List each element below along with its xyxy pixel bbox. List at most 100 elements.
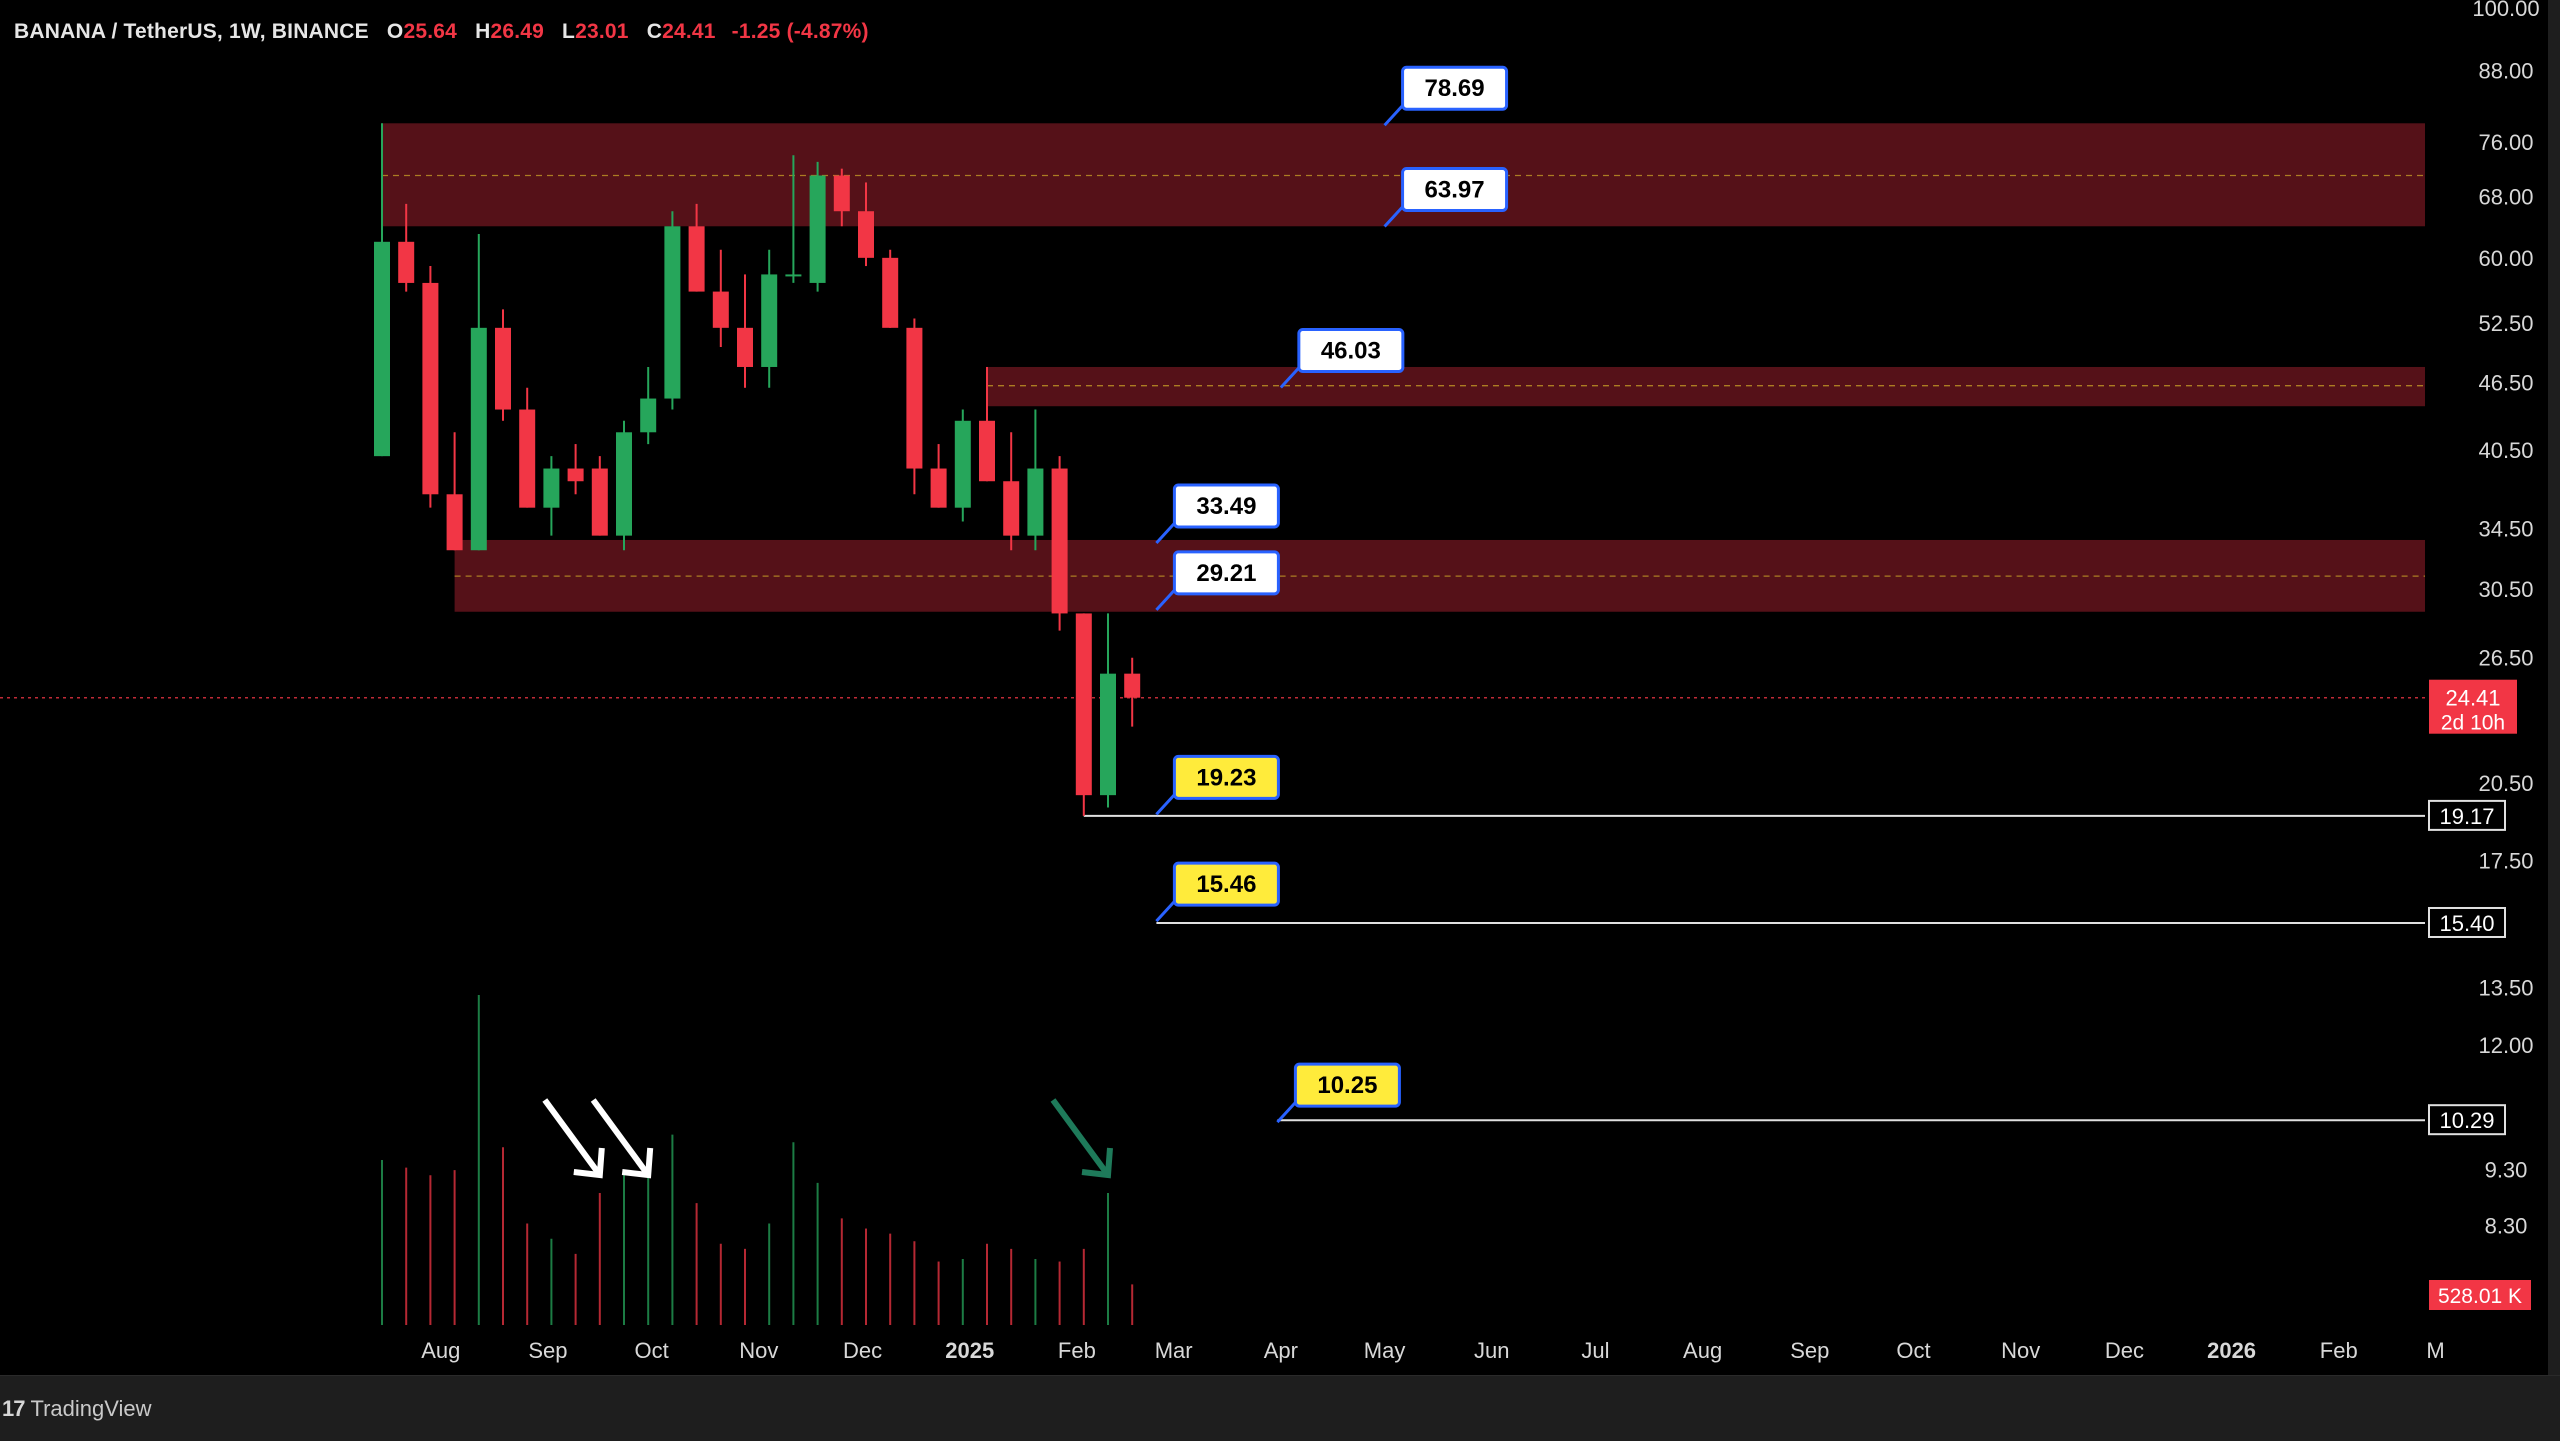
price-axis-tick: 13.50 bbox=[2478, 975, 2533, 1000]
time-axis-tick: 2026 bbox=[2207, 1338, 2256, 1363]
chart-legend-header: BANANA / TetherUS, 1W, BINANCE O25.64 H2… bbox=[14, 20, 869, 44]
candle-body bbox=[398, 241, 415, 283]
open-value: 25.64 bbox=[403, 20, 458, 43]
callout-label: 33.49 bbox=[1196, 493, 1256, 520]
high-value: 26.49 bbox=[490, 20, 544, 43]
bar-countdown-label: 2d 10h bbox=[2441, 712, 2505, 735]
price-axis-tick: 46.50 bbox=[2478, 371, 2533, 396]
price-callout: 46.03 bbox=[1279, 327, 1405, 389]
symbol-label[interactable]: BANANA / TetherUS, 1W, BINANCE bbox=[14, 20, 369, 43]
callout-box bbox=[1293, 1062, 1401, 1108]
candle-body bbox=[1003, 481, 1020, 536]
callout-box bbox=[1172, 861, 1280, 907]
candle-body bbox=[737, 327, 753, 367]
annotation-arrow bbox=[1050, 1098, 1111, 1177]
price-axis-tick: 9.30 bbox=[2485, 1158, 2528, 1183]
price-axis-tick: 20.50 bbox=[2478, 771, 2533, 796]
candle-body bbox=[664, 226, 681, 399]
candle-body bbox=[1051, 468, 1068, 614]
price-tag-label: 15.40 bbox=[2439, 911, 2494, 936]
price-callout: 19.23 bbox=[1155, 754, 1280, 816]
candle-body bbox=[422, 282, 439, 495]
annotation-arrow bbox=[590, 1098, 651, 1177]
time-axis-tick: Aug bbox=[421, 1338, 460, 1363]
price-callout: 29.21 bbox=[1155, 550, 1280, 611]
candle-body bbox=[1075, 613, 1092, 796]
volume-badge bbox=[2429, 1280, 2531, 1310]
price-axis-tick: 26.50 bbox=[2478, 646, 2533, 671]
change-value: -1.25 (-4.87%) bbox=[731, 20, 869, 43]
price-axis-tick: 30.50 bbox=[2478, 577, 2533, 602]
callout-box bbox=[1297, 327, 1405, 373]
time-axis-tick: M bbox=[2426, 1338, 2444, 1363]
window-right-edge bbox=[2548, 0, 2560, 1375]
price-tag-label: 19.17 bbox=[2439, 804, 2494, 829]
callout-box bbox=[1172, 754, 1280, 800]
candle-body bbox=[761, 274, 778, 367]
high-label: H bbox=[475, 20, 491, 43]
candle-body bbox=[616, 432, 632, 536]
callout-box bbox=[1172, 550, 1280, 596]
volume-badge-label: 528.01 K bbox=[2438, 1285, 2522, 1308]
price-axis-tick: 52.50 bbox=[2478, 311, 2533, 336]
price-chart[interactable]: 78.69 63.97 46.03 33.49 29.21 19.23 15.46 10.25… bbox=[0, 0, 2560, 1375]
open-label: O bbox=[386, 20, 404, 43]
candle-body bbox=[495, 327, 511, 410]
price-axis-tick: 60.00 bbox=[2478, 246, 2533, 271]
candle-body bbox=[688, 226, 705, 292]
time-axis-tick: Jun bbox=[1474, 1338, 1509, 1363]
callout-box bbox=[1172, 483, 1280, 529]
callout-label: 29.21 bbox=[1196, 560, 1256, 587]
candle-body bbox=[470, 327, 487, 551]
price-axis-tick: 40.50 bbox=[2478, 438, 2533, 463]
price-tag-box bbox=[2428, 1104, 2506, 1136]
price-axis-tick: 100.00 bbox=[2472, 0, 2539, 21]
brand-name: TradingView bbox=[30, 1396, 152, 1421]
candle-body bbox=[930, 468, 947, 508]
time-axis-tick: Jul bbox=[1581, 1338, 1609, 1363]
time-axis-tick: Oct bbox=[1896, 1338, 1930, 1363]
price-axis-tick: 88.00 bbox=[2478, 59, 2533, 84]
price-axis-tick: 8.30 bbox=[2485, 1213, 2528, 1238]
candle-body bbox=[882, 257, 899, 328]
bottom-bar: 17 TradingView bbox=[0, 1375, 2560, 1441]
candle-body bbox=[1100, 673, 1116, 796]
candle-body bbox=[1124, 673, 1141, 698]
price-callout: 10.25 bbox=[1276, 1062, 1401, 1124]
callout-label: 15.46 bbox=[1196, 871, 1256, 898]
price-axis-tick: 17.50 bbox=[2478, 848, 2533, 873]
annotation-arrow bbox=[542, 1098, 603, 1177]
tradingview-brand[interactable]: 17 TradingView bbox=[2, 1396, 152, 1422]
last-price-label: 24.41 bbox=[2445, 686, 2500, 711]
price-axis-tick: 68.00 bbox=[2478, 185, 2533, 210]
time-axis-tick: Nov bbox=[2001, 1338, 2040, 1363]
tradingview-logo-icon: 17 bbox=[2, 1396, 26, 1421]
candle-body bbox=[712, 291, 729, 328]
annotation-arrowhead bbox=[1081, 1147, 1113, 1179]
price-tag-box bbox=[2428, 906, 2506, 938]
candle-body bbox=[809, 175, 826, 283]
candle-body bbox=[858, 211, 874, 258]
candle-body bbox=[519, 409, 536, 508]
annotation-arrowhead bbox=[621, 1147, 654, 1179]
callout-box bbox=[1401, 65, 1509, 111]
candle-body bbox=[567, 468, 584, 482]
price-callout: 78.69 bbox=[1383, 65, 1509, 127]
time-axis-tick: Dec bbox=[2105, 1338, 2144, 1363]
price-tag-box bbox=[2428, 799, 2506, 831]
candle-body bbox=[543, 468, 560, 508]
last-price-badge bbox=[2429, 679, 2517, 734]
price-callout: 33.49 bbox=[1155, 483, 1280, 545]
candle-body bbox=[906, 327, 923, 469]
time-axis-tick: Feb bbox=[2320, 1338, 2358, 1363]
time-axis: Aug Sep Oct Nov Dec 2025 Feb Mar Apr May Jun Jul Aug… bbox=[421, 1338, 2445, 1363]
time-axis-tick: May bbox=[1364, 1338, 1406, 1363]
time-axis-tick: 2025 bbox=[945, 1338, 994, 1363]
supply-zone bbox=[987, 366, 2425, 407]
callout-label: 78.69 bbox=[1425, 75, 1485, 102]
time-axis-tick: Sep bbox=[528, 1338, 567, 1363]
price-axis-tick: 76.00 bbox=[2478, 130, 2533, 155]
callout-box bbox=[1401, 167, 1509, 213]
candle-body bbox=[640, 398, 657, 433]
callout-label: 63.97 bbox=[1425, 177, 1485, 204]
